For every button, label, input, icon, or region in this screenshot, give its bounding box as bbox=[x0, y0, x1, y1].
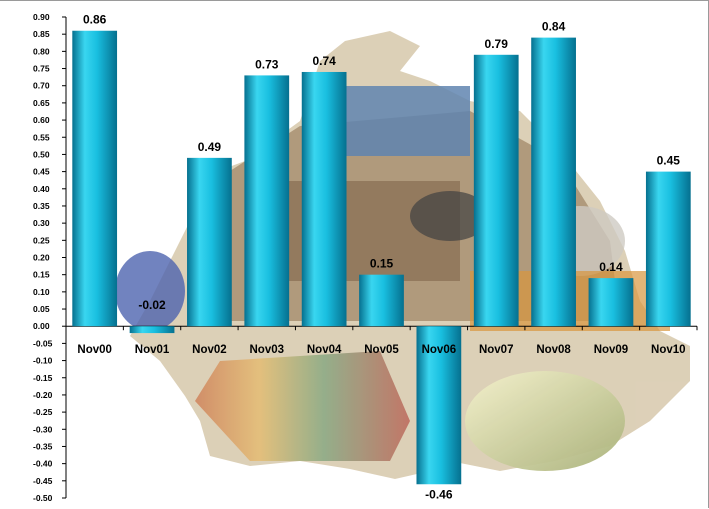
y-tick-label: -0.35 bbox=[33, 441, 53, 451]
y-tick-label: 0.55 bbox=[33, 132, 50, 142]
category-label: Nov07 bbox=[479, 344, 514, 356]
data-label: 0.73 bbox=[255, 57, 279, 71]
y-tick-label: 0.80 bbox=[33, 46, 50, 56]
category-label: Nov10 bbox=[651, 344, 686, 356]
bar-Nov02 bbox=[187, 157, 232, 327]
y-tick-label: 0.30 bbox=[33, 218, 50, 228]
y-tick-label: 0.75 bbox=[33, 64, 50, 74]
category-label: Nov01 bbox=[135, 344, 170, 356]
y-tick-label: 0.70 bbox=[33, 81, 50, 91]
category-label: Nov00 bbox=[77, 344, 112, 356]
bar-Nov05 bbox=[359, 274, 404, 327]
data-label: 0.79 bbox=[485, 37, 509, 51]
y-tick-label: -0.10 bbox=[33, 356, 53, 366]
bar-Nov10 bbox=[645, 171, 691, 327]
y-tick-label: -0.05 bbox=[33, 338, 53, 348]
y-tick-label: 0.60 bbox=[33, 115, 50, 125]
y-tick-label: -0.45 bbox=[33, 476, 53, 486]
category-label: Nov03 bbox=[250, 344, 285, 356]
collage-ball bbox=[115, 251, 185, 331]
bar-Nov04 bbox=[301, 71, 347, 327]
y-tick-label: 0.90 bbox=[33, 12, 50, 22]
bar-Nov00 bbox=[72, 30, 118, 327]
y-tick-label: 0.85 bbox=[33, 29, 50, 39]
y-tick-label: -0.30 bbox=[33, 424, 53, 434]
y-tick-label: 0.20 bbox=[33, 253, 50, 263]
category-label: Nov05 bbox=[364, 344, 399, 356]
y-tick-label: 0.50 bbox=[33, 149, 50, 159]
y-tick-label: 0.10 bbox=[33, 287, 50, 297]
data-label: 0.86 bbox=[83, 13, 107, 27]
data-label: 0.84 bbox=[542, 20, 566, 34]
category-label: Nov06 bbox=[422, 344, 457, 356]
data-label: -0.46 bbox=[425, 487, 453, 501]
y-tick-label: -0.40 bbox=[33, 459, 53, 469]
y-tick-label: 0.40 bbox=[33, 184, 50, 194]
bar-Nov03 bbox=[244, 75, 290, 327]
bar-Nov07 bbox=[473, 54, 519, 327]
data-label: -0.02 bbox=[138, 298, 166, 312]
y-tick-label: -0.20 bbox=[33, 390, 53, 400]
bar-Nov06 bbox=[416, 326, 462, 485]
collage-pencils bbox=[195, 351, 410, 461]
y-tick-label: -0.25 bbox=[33, 407, 53, 417]
y-tick-label: 0.05 bbox=[33, 304, 50, 314]
bar-Nov08 bbox=[531, 37, 576, 327]
y-tick-label: 0.45 bbox=[33, 167, 50, 177]
category-label: Nov09 bbox=[594, 344, 629, 356]
bar-Nov09 bbox=[588, 278, 634, 327]
data-label: 0.45 bbox=[657, 154, 681, 168]
y-tick-label: -0.15 bbox=[33, 373, 53, 383]
y-tick-label: 0.25 bbox=[33, 235, 50, 245]
collage-phone bbox=[410, 191, 490, 241]
y-tick-label: 0.15 bbox=[33, 270, 50, 280]
bar-Nov01 bbox=[129, 326, 175, 334]
data-label: 0.74 bbox=[312, 54, 336, 68]
category-label: Nov02 bbox=[192, 344, 227, 356]
y-tick-label: 0.35 bbox=[33, 201, 50, 211]
data-label: 0.49 bbox=[198, 140, 222, 154]
category-label: Nov04 bbox=[307, 344, 342, 356]
y-tick-label: -0.50 bbox=[33, 493, 53, 503]
category-label: Nov08 bbox=[536, 344, 571, 356]
y-tick-label: 0.00 bbox=[33, 321, 50, 331]
y-tick-label: 0.65 bbox=[33, 98, 50, 108]
data-label: 0.15 bbox=[370, 257, 394, 271]
data-label: 0.14 bbox=[599, 260, 623, 274]
collage-apple bbox=[465, 371, 625, 471]
